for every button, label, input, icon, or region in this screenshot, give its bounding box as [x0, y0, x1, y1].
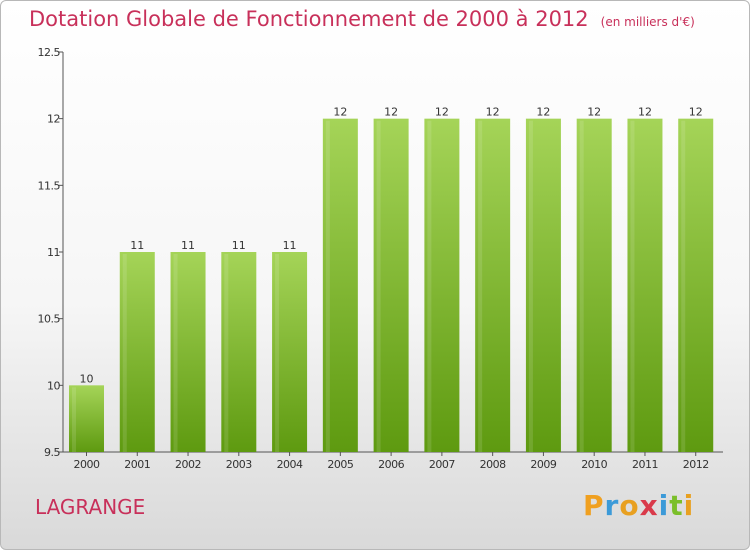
data-label: 10: [80, 372, 94, 385]
data-label: 12: [486, 106, 500, 119]
x-tick-label: 2003: [226, 458, 252, 471]
bar-highlight: [528, 120, 533, 453]
bar-highlight: [579, 120, 584, 453]
x-tick-label: 2009: [530, 458, 556, 471]
data-label: 11: [283, 239, 297, 252]
bar-highlight: [478, 120, 483, 453]
bar: [119, 252, 155, 452]
x-tick-label: 2005: [327, 458, 353, 471]
bar-highlight: [224, 254, 229, 452]
brand-letter: t: [669, 489, 684, 522]
brand-letter: i: [658, 489, 670, 522]
bar: [475, 118, 511, 453]
commune-name: LAGRANGE: [35, 495, 146, 519]
x-tick-label: 2010: [581, 458, 607, 471]
data-label: 12: [587, 106, 601, 119]
x-tick-label: 2006: [378, 458, 404, 471]
y-tick-label: 11: [47, 246, 60, 259]
bar-highlight: [122, 254, 127, 452]
data-label: 11: [130, 239, 144, 252]
brand-letter: x: [639, 489, 659, 522]
bar: [170, 252, 206, 452]
data-label: 12: [638, 106, 652, 119]
x-tick-label: 2007: [429, 458, 455, 471]
bar-highlight: [275, 254, 280, 452]
x-tick-label: 2004: [277, 458, 303, 471]
y-tick-label: 12: [47, 113, 60, 126]
y-tick-label: 12.5: [38, 46, 61, 59]
x-tick-label: 2011: [632, 458, 658, 471]
data-label: 12: [689, 106, 703, 119]
chart-subtitle: (en milliers d'€): [600, 15, 695, 29]
brand-letter: i: [683, 489, 695, 522]
bar: [69, 385, 104, 452]
bar-highlight: [681, 120, 686, 453]
brand-letter: o: [619, 489, 640, 522]
bar: [322, 118, 358, 453]
bar: [576, 118, 612, 453]
data-label: 12: [435, 106, 449, 119]
x-tick-label: 2008: [480, 458, 506, 471]
y-tick-label: 11.5: [38, 179, 61, 192]
bar: [678, 118, 714, 453]
bar-highlight: [325, 120, 330, 453]
x-tick-label: 2000: [74, 458, 100, 471]
brand-letter: r: [604, 489, 620, 522]
bar: [627, 118, 663, 453]
chart-title-text: Dotation Globale de Fonctionnement de 20…: [29, 7, 589, 31]
bar: [373, 118, 409, 453]
bar-highlight: [630, 120, 635, 453]
data-label: 12: [333, 106, 347, 119]
x-tick-label: 2012: [683, 458, 709, 471]
data-label: 11: [232, 239, 246, 252]
bar-highlight: [427, 120, 432, 453]
bar-highlight: [173, 254, 178, 452]
y-tick-label: 10: [47, 379, 60, 392]
chart-title: Dotation Globale de Fonctionnement de 20…: [29, 7, 695, 31]
data-label: 12: [384, 106, 398, 119]
bar: [424, 118, 460, 453]
x-tick-label: 2001: [124, 458, 150, 471]
data-label: 12: [536, 106, 550, 119]
bar: [272, 252, 308, 452]
data-label: 11: [181, 239, 195, 252]
brand-logo: Proxiti: [583, 489, 694, 522]
bar-highlight: [376, 120, 381, 453]
y-tick-label: 9.5: [44, 446, 60, 459]
bar: [221, 252, 257, 452]
x-tick-label: 2002: [175, 458, 201, 471]
bar-highlight: [72, 387, 76, 452]
y-tick-label: 10.5: [38, 313, 61, 326]
brand-letter: P: [583, 489, 605, 522]
bar: [525, 118, 561, 453]
